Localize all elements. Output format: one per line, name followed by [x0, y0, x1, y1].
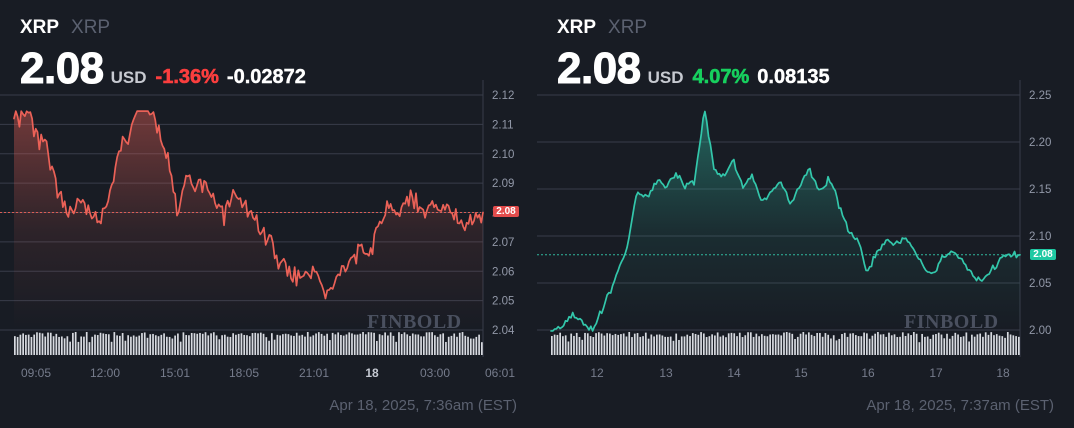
- svg-text:17: 17: [929, 366, 943, 380]
- svg-text:21:01: 21:01: [299, 366, 329, 380]
- svg-text:2.04: 2.04: [492, 325, 515, 337]
- svg-text:13: 13: [659, 366, 673, 380]
- svg-text:2.25: 2.25: [1029, 90, 1051, 102]
- svg-text:2.12: 2.12: [492, 90, 514, 102]
- svg-text:06:01: 06:01: [485, 366, 515, 380]
- svg-text:12:00: 12:00: [90, 366, 120, 380]
- svg-text:03:00: 03:00: [420, 366, 450, 380]
- svg-text:2.07: 2.07: [492, 237, 514, 249]
- svg-text:2.10: 2.10: [1029, 231, 1051, 243]
- svg-text:18: 18: [365, 366, 379, 380]
- svg-text:18:05: 18:05: [229, 366, 259, 380]
- svg-text:2.06: 2.06: [492, 266, 514, 278]
- svg-text:2.11: 2.11: [492, 119, 514, 131]
- svg-text:18: 18: [996, 366, 1010, 380]
- svg-text:2.20: 2.20: [1029, 137, 1051, 149]
- svg-text:2.15: 2.15: [1029, 184, 1051, 196]
- svg-text:15:01: 15:01: [160, 366, 190, 380]
- svg-text:2.05: 2.05: [492, 296, 514, 308]
- svg-text:12: 12: [590, 366, 604, 380]
- svg-text:2.10: 2.10: [492, 149, 514, 161]
- svg-text:16: 16: [861, 366, 875, 380]
- svg-text:2.00: 2.00: [1029, 325, 1051, 337]
- svg-text:14: 14: [727, 366, 741, 380]
- svg-text:2.09: 2.09: [492, 178, 514, 190]
- svg-text:2.05: 2.05: [1029, 278, 1051, 290]
- svg-text:15: 15: [794, 366, 808, 380]
- svg-text:09:05: 09:05: [21, 366, 51, 380]
